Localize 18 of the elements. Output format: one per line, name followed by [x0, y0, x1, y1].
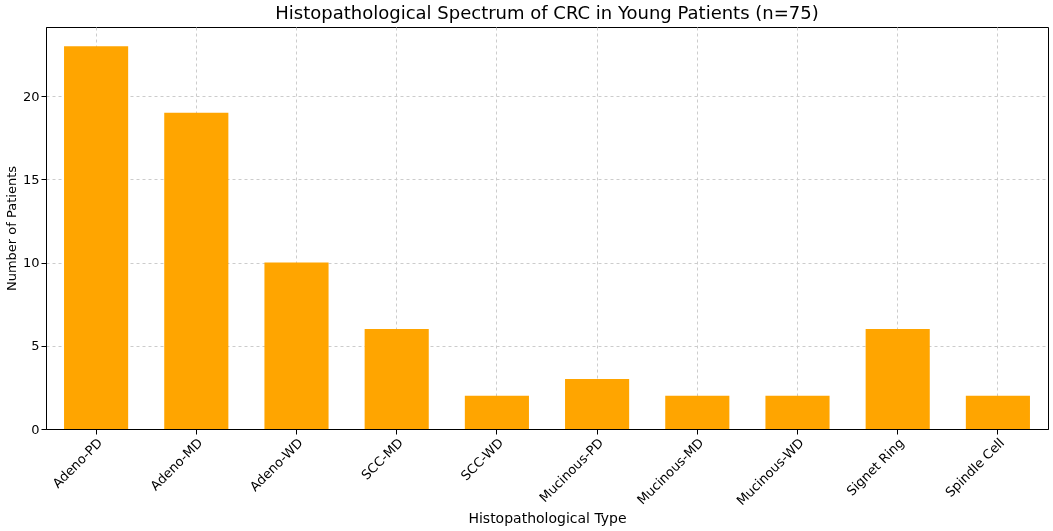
bar: [765, 395, 830, 429]
bar: [364, 329, 429, 429]
bar: [464, 395, 529, 429]
bar: [965, 395, 1030, 429]
y-axis-title: Number of Patients: [3, 165, 19, 292]
bar: [865, 329, 930, 429]
bar: [64, 46, 129, 429]
bar: [164, 112, 229, 429]
y-tick-label: 20: [22, 88, 40, 104]
chart-title: Histopathological Spectrum of CRC in Young Patients (n=75): [275, 2, 819, 23]
y-tick-label: 5: [31, 338, 40, 354]
bar: [665, 395, 730, 429]
x-axis-title: Histopathological Type: [468, 510, 627, 527]
y-tick-label: 15: [22, 171, 40, 187]
bar: [264, 262, 329, 429]
y-tick-label: 0: [31, 421, 40, 437]
bar: [565, 379, 630, 429]
y-tick-label: 10: [22, 255, 40, 271]
